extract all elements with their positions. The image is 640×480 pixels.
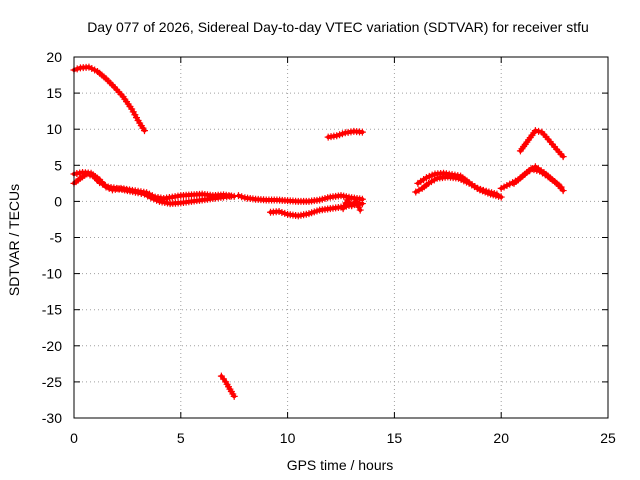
tick-marks [73, 56, 609, 419]
y-tick-label: -15 [42, 302, 62, 318]
data-point [358, 200, 366, 208]
series-arc-10 [414, 169, 501, 198]
y-tick-label: -10 [42, 266, 62, 282]
data-point [140, 127, 148, 135]
series-arc-13 [516, 127, 567, 161]
data-point [105, 184, 113, 192]
y-tick-label: -5 [50, 230, 63, 246]
y-tick-label: 5 [54, 157, 62, 173]
series-arc-7 [324, 127, 366, 141]
y-tick-label: -25 [42, 374, 62, 390]
y-tick-label: 20 [46, 49, 62, 65]
data-point [535, 127, 543, 135]
data-point [238, 193, 246, 201]
x-axis-title: GPS time / hours [287, 457, 394, 473]
y-tick-label: 0 [54, 193, 62, 209]
y-tick-label: 15 [46, 85, 62, 101]
series-arc-1 [70, 63, 148, 135]
x-tick-label: 10 [280, 430, 296, 446]
tick-labels: 0 5 10 15 20 25 -30 -25 -20 -15 -10 -5 0 5 10 15 20 [42, 49, 616, 446]
data-point [230, 192, 238, 200]
data-point [531, 127, 539, 135]
data-point [358, 128, 366, 136]
series-arc-8 [217, 372, 238, 400]
y-tick-label: -30 [42, 410, 62, 426]
data-point [356, 206, 364, 214]
y-tick-label: 10 [46, 121, 62, 137]
series-arc-12 [510, 165, 567, 195]
data-point [73, 65, 81, 73]
x-tick-label: 20 [493, 430, 509, 446]
data-point [102, 183, 110, 191]
chart-title: Day 077 of 2026, Sidereal Day-to-day VTE… [87, 19, 589, 35]
grid-layer [74, 57, 608, 418]
data-marks [70, 63, 567, 400]
data-point [234, 192, 242, 200]
x-tick-label: 25 [600, 430, 616, 446]
data-point [493, 190, 501, 198]
data-point [497, 193, 505, 201]
y-tick-label: -20 [42, 338, 62, 354]
data-point [559, 187, 567, 195]
x-tick-label: 15 [387, 430, 403, 446]
data-point [230, 392, 238, 400]
x-tick-label: 5 [177, 430, 185, 446]
series-arc-3 [70, 169, 238, 203]
data-point [559, 153, 567, 161]
series-arc-6 [339, 196, 364, 214]
y-axis-title: SDTVAR / TECUs [6, 184, 22, 296]
x-tick-label: 0 [70, 430, 78, 446]
